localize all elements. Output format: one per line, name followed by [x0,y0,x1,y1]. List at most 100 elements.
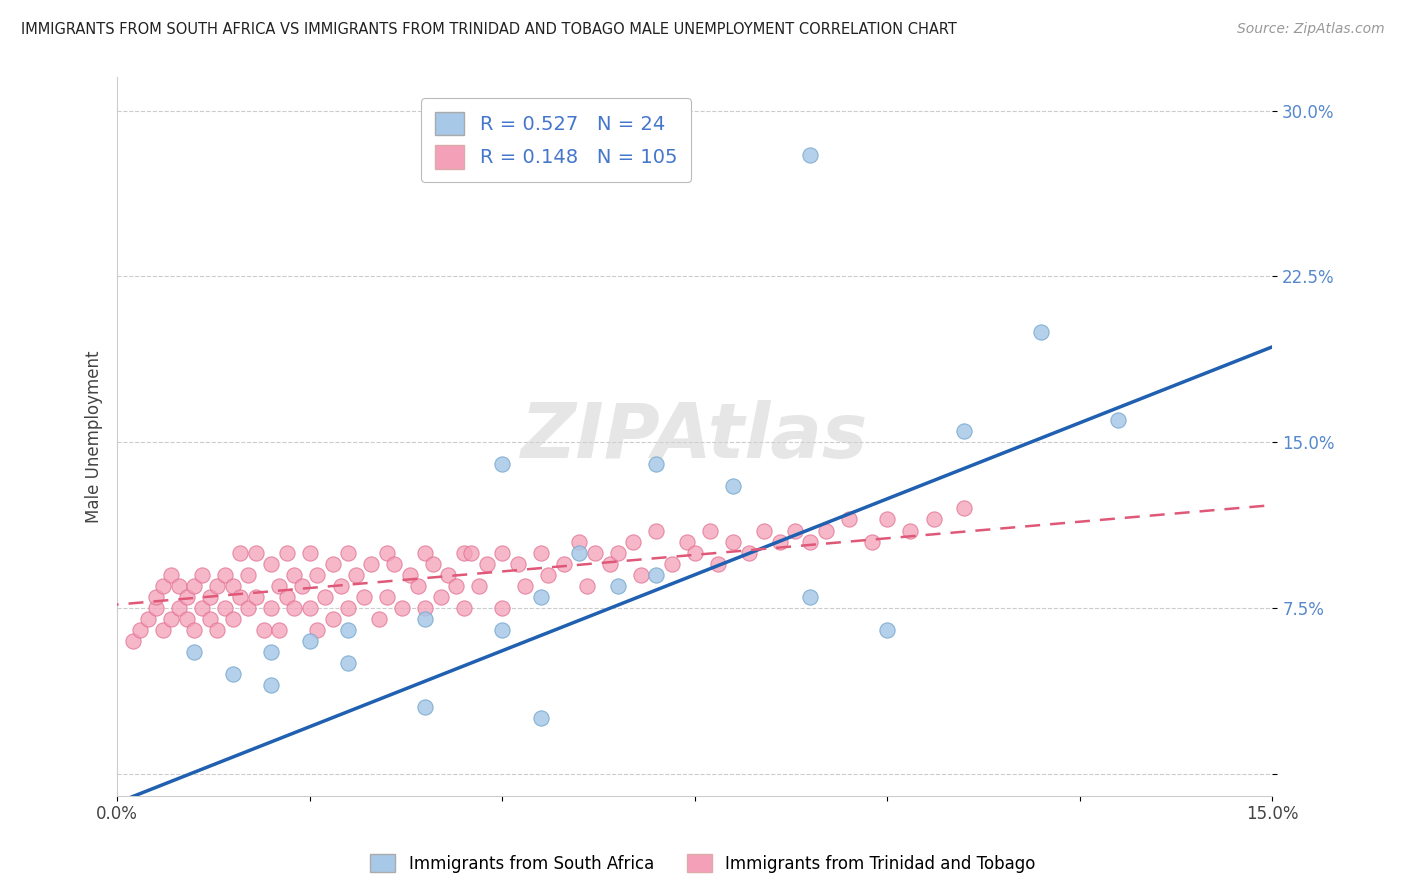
Point [429,590,451,604]
Point [814,524,837,538]
Point [329,579,352,593]
Point [276,590,298,604]
Point [1107,413,1129,427]
Point [799,534,821,549]
Point [468,579,491,593]
Point [683,546,706,560]
Point [599,557,621,571]
Point [413,546,436,560]
Point [176,612,198,626]
Point [267,623,290,637]
Text: ZIPAtlas: ZIPAtlas [522,400,869,474]
Point [799,148,821,162]
Point [176,590,198,604]
Point [222,667,245,681]
Point [160,567,183,582]
Point [530,590,553,604]
Point [953,424,976,438]
Point [136,612,159,626]
Point [198,612,221,626]
Point [799,590,821,604]
Point [768,534,790,549]
Point [900,524,922,538]
Point [398,567,420,582]
Point [214,567,236,582]
Point [453,546,475,560]
Point [422,557,444,571]
Legend: R = 0.527   N = 24, R = 0.148   N = 105: R = 0.527 N = 24, R = 0.148 N = 105 [422,98,690,182]
Point [645,524,668,538]
Point [260,678,283,692]
Point [645,567,668,582]
Point [575,579,598,593]
Point [337,546,360,560]
Point [183,579,205,593]
Y-axis label: Male Unemployment: Male Unemployment [86,351,103,523]
Point [267,579,290,593]
Point [475,557,498,571]
Point [491,623,513,637]
Point [183,623,205,637]
Text: IMMIGRANTS FROM SOUTH AFRICA VS IMMIGRANTS FROM TRINIDAD AND TOBAGO MALE UNEMPLO: IMMIGRANTS FROM SOUTH AFRICA VS IMMIGRAN… [21,22,957,37]
Point [506,557,529,571]
Point [752,524,775,538]
Point [236,600,259,615]
Point [491,600,513,615]
Point [245,546,267,560]
Point [783,524,806,538]
Point [322,612,344,626]
Point [413,612,436,626]
Point [568,546,591,560]
Point [145,600,167,615]
Point [583,546,606,560]
Point [353,590,375,604]
Point [129,623,152,637]
Point [568,534,591,549]
Point [222,579,245,593]
Point [322,557,344,571]
Point [298,634,321,648]
Point [530,711,553,725]
Point [860,534,883,549]
Point [252,623,274,637]
Point [453,600,475,615]
Point [160,612,183,626]
Point [344,567,367,582]
Point [406,579,429,593]
Point [307,567,329,582]
Point [198,590,221,604]
Point [236,567,259,582]
Point [460,546,482,560]
Point [491,546,513,560]
Point [191,567,214,582]
Point [491,457,513,471]
Point [738,546,761,560]
Legend: Immigrants from South Africa, Immigrants from Trinidad and Tobago: Immigrants from South Africa, Immigrants… [364,847,1042,880]
Point [229,546,252,560]
Point [413,600,436,615]
Point [530,546,553,560]
Point [283,600,305,615]
Point [676,534,699,549]
Point [298,600,321,615]
Point [699,524,721,538]
Point [553,557,575,571]
Point [606,546,628,560]
Point [360,557,382,571]
Point [152,623,174,637]
Point [207,623,229,637]
Point [391,600,413,615]
Point [707,557,730,571]
Point [191,600,214,615]
Point [953,501,976,516]
Point [291,579,314,593]
Text: Source: ZipAtlas.com: Source: ZipAtlas.com [1237,22,1385,37]
Point [876,623,898,637]
Point [276,546,298,560]
Point [515,579,537,593]
Point [337,656,360,670]
Point [723,479,745,493]
Point [876,512,898,526]
Point [606,579,628,593]
Point [384,557,406,571]
